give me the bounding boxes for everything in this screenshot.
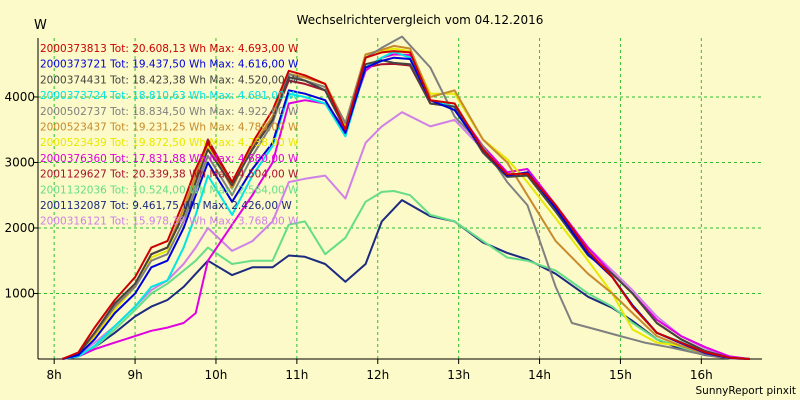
legend-entry: 2001132087 Tot: 9.461,75 Wh Max: 2.426,0…	[40, 200, 292, 212]
chart-title: Wechselrichtervergleich vom 04.12.2016	[297, 13, 544, 27]
footer-credit: SunnyReport pinxit	[696, 385, 796, 397]
legend-entry: 2000316121 Tot: 15.978,38 Wh Max: 3.768,…	[40, 216, 299, 228]
legend: 2000373813 Tot: 20.608,13 Wh Max: 4.693,…	[40, 43, 299, 228]
x-tick-label: 8h	[47, 368, 62, 382]
grid	[38, 38, 762, 359]
y-tick-label: 1000	[4, 286, 35, 300]
legend-entry: 2000374431 Tot: 18.423,38 Wh Max: 4.520,…	[40, 74, 299, 86]
legend-entry: 2000523437 Tot: 19.231,25 Wh Max: 4.780,…	[40, 122, 299, 134]
x-tick-label: 10h	[205, 368, 228, 382]
series-line	[62, 190, 750, 360]
y-axis-unit: W	[34, 18, 47, 33]
legend-entry: 2000523439 Tot: 19.872,50 Wh Max: 4.738,…	[40, 137, 299, 149]
y-tick-label: 3000	[4, 155, 35, 169]
legend-entry: 2001132036 Tot: 10.524,00 Wh Max: 2.564,…	[40, 184, 299, 196]
x-tick-label: 16h	[690, 368, 713, 382]
series-line	[62, 111, 750, 360]
legend-entry: 2000373813 Tot: 20.608,13 Wh Max: 4.693,…	[40, 43, 299, 55]
legend-entry: 2000376360 Tot: 17.831,88 Wh Max: 4.680,…	[40, 153, 299, 165]
series-line	[61, 50, 750, 360]
series-lines	[61, 35, 751, 360]
legend-entry: 2000373721 Tot: 19.437,50 Wh Max: 4.616,…	[40, 59, 299, 71]
x-tick-label: 9h	[127, 368, 142, 382]
y-tick-label: 4000	[4, 90, 35, 104]
x-tick-label: 11h	[285, 368, 308, 382]
series-line	[61, 59, 750, 360]
axes: 8h 9h 10h 11h 12h 13h 14h 15h 16h 1000 2000 3000 400…	[4, 38, 762, 382]
legend-entry: 2001129627 Tot: 20.339,38 Wh Max: 4.504,…	[40, 169, 299, 181]
x-tick-label: 15h	[609, 368, 632, 382]
x-tick-label: 12h	[366, 368, 389, 382]
legend-entry: 2000373724 Tot: 18.810,63 Wh Max: 4.691,…	[40, 90, 299, 102]
x-tick-label: 13h	[447, 368, 470, 382]
legend-entry: 2000502737 Tot: 18.834,50 Wh Max: 4.922,…	[40, 106, 299, 118]
x-tick-label: 14h	[528, 368, 551, 382]
y-tick-label: 2000	[4, 221, 35, 235]
